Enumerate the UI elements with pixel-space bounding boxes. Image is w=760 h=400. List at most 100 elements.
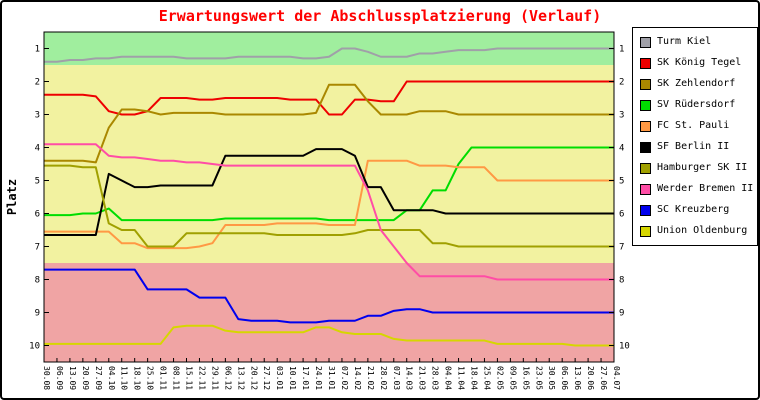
y-tick-label-left: 10 — [29, 342, 40, 352]
x-tick-label: 18.10 — [133, 366, 142, 390]
y-tick-label-left: 3 — [35, 111, 40, 121]
x-tick-label: 10.01 — [288, 366, 297, 390]
x-tick-label: 22.11 — [197, 366, 206, 390]
y-tick-label-right: 2 — [619, 78, 624, 88]
series-line-sc-kreuzberg — [44, 268, 614, 324]
series-line-sf-berlin-ii — [44, 148, 614, 236]
legend: Turm Kiel SK König Tegel SK Zehlendorf SV R… — [632, 27, 758, 246]
x-tick-label: 20.09 — [81, 366, 90, 390]
legend-label: Hamburger SK II — [657, 162, 748, 173]
x-tick-label: 08.11 — [172, 366, 181, 390]
legend-item-hamburger-sk-ii: Hamburger SK II — [640, 162, 757, 174]
y-tick-label-right: 3 — [619, 111, 624, 121]
x-tick-label: 13.12 — [236, 366, 245, 390]
y-tick-label-right: 8 — [619, 276, 624, 286]
y-tick-label-left: 8 — [35, 276, 40, 286]
x-tick-label: 20.06 — [586, 366, 595, 390]
legend-label: SF Berlin II — [657, 141, 730, 152]
legend-swatch-union-oldenburg — [640, 225, 651, 237]
legend-label: FC St. Pauli — [657, 120, 730, 131]
x-tick-label: 21.03 — [418, 366, 427, 390]
legend-item-sf-berlin-ii: SF Berlin II — [640, 141, 757, 153]
x-tick-label: 21.02 — [366, 366, 375, 390]
series-line-hamburger-sk-ii — [44, 164, 614, 248]
series-line-sk-zehlendorf — [44, 83, 614, 164]
y-tick-label-left: 4 — [35, 144, 40, 154]
x-tick-label: 07.03 — [392, 366, 401, 390]
x-tick-label: 06.06 — [560, 366, 569, 390]
x-tick-label: 27.12 — [262, 366, 271, 390]
legend-item-sv-r-dersdorf: SV Rüdersdorf — [640, 99, 757, 111]
legend-item-fc-st-pauli: FC St. Pauli — [640, 120, 757, 132]
x-tick-label: 09.05 — [508, 366, 517, 390]
y-axis-title: Platz — [5, 179, 19, 215]
x-tick-label: 01.11 — [159, 366, 168, 390]
legend-swatch-sk-zehlendorf — [640, 78, 651, 90]
legend-swatch-fc-st-pauli — [640, 120, 651, 132]
legend-label: SC Kreuzberg — [657, 204, 730, 215]
x-tick-label: 27.09 — [94, 366, 103, 390]
x-tick-label: 18.04 — [470, 366, 479, 390]
x-tick-label: 20.12 — [249, 366, 258, 390]
x-tick-label: 24.01 — [314, 366, 323, 390]
x-tick-label: 30.05 — [547, 366, 556, 390]
midfield-zone-band — [44, 65, 614, 263]
legend-label: SV Rüdersdorf — [657, 99, 736, 110]
legend-item-turm-kiel: Turm Kiel — [640, 36, 757, 48]
x-tick-label: 13.09 — [68, 366, 77, 390]
legend-swatch-hamburger-sk-ii — [640, 162, 651, 174]
y-tick-label-left: 6 — [35, 210, 40, 220]
legend-label: Turm Kiel — [657, 36, 712, 47]
x-tick-label: 28.03 — [431, 366, 440, 390]
x-tick-label: 29.11 — [210, 366, 219, 390]
legend-swatch-sk-k-nig-tegel — [640, 57, 651, 69]
chart-title: Erwartungswert der Abschlussplatzierung … — [158, 7, 602, 25]
series-line-union-oldenburg — [44, 324, 614, 347]
y-tick-label-right: 10 — [619, 342, 630, 352]
x-tick-label: 14.02 — [353, 366, 362, 390]
legend-swatch-werder-bremen-ii — [640, 183, 651, 195]
legend-swatch-sv-r-dersdorf — [640, 99, 651, 111]
x-tick-label: 13.06 — [573, 366, 582, 390]
x-tick-label: 02.05 — [495, 366, 504, 390]
series-line-turm-kiel — [44, 47, 614, 63]
x-tick-label: 16.05 — [521, 366, 530, 390]
series-line-werder-bremen-ii — [44, 143, 614, 281]
y-tick-label-right: 1 — [619, 45, 624, 55]
legend-swatch-sf-berlin-ii — [640, 141, 651, 153]
x-tick-label: 04.10 — [107, 366, 116, 390]
legend-swatch-sc-kreuzberg — [640, 204, 651, 216]
x-tick-label: 06.12 — [223, 366, 232, 390]
x-tick-label: 27.06 — [599, 366, 608, 390]
y-tick-label-right: 6 — [619, 210, 624, 220]
x-tick-label: 07.02 — [340, 366, 349, 390]
legend-item-sc-kreuzberg: SC Kreuzberg — [640, 204, 757, 216]
legend-label: Union Oldenburg — [657, 225, 748, 236]
legend-item-werder-bremen-ii: Werder Bremen II — [640, 183, 757, 195]
x-tick-label: 23.05 — [534, 366, 543, 390]
y-tick-label-left: 9 — [35, 309, 40, 319]
y-tick-label-left: 2 — [35, 78, 40, 88]
x-tick-label: 04.04 — [444, 366, 453, 390]
x-tick-label: 11.04 — [457, 366, 466, 390]
x-tick-label: 04.07 — [612, 366, 621, 390]
legend-item-sk-k-nig-tegel: SK König Tegel — [640, 57, 757, 69]
y-tick-label-left: 1 — [35, 45, 40, 55]
legend-item-sk-zehlendorf: SK Zehlendorf — [640, 78, 757, 90]
y-tick-label-right: 4 — [619, 144, 624, 154]
y-tick-label-right: 7 — [619, 243, 624, 253]
x-tick-label: 30.08 — [42, 366, 51, 390]
x-tick-label: 25.10 — [146, 366, 155, 390]
legend-item-union-oldenburg: Union Oldenburg — [640, 225, 757, 237]
x-tick-label: 03.01 — [275, 366, 284, 390]
y-tick-label-left: 5 — [35, 177, 40, 187]
x-tick-label: 11.10 — [120, 366, 129, 390]
series-line-fc-st-pauli — [44, 159, 614, 250]
x-tick-label: 14.03 — [405, 366, 414, 390]
y-tick-label-right: 9 — [619, 309, 624, 319]
x-tick-label: 25.04 — [482, 366, 491, 390]
legend-label: SK Zehlendorf — [657, 78, 736, 89]
x-tick-label: 31.01 — [327, 366, 336, 390]
